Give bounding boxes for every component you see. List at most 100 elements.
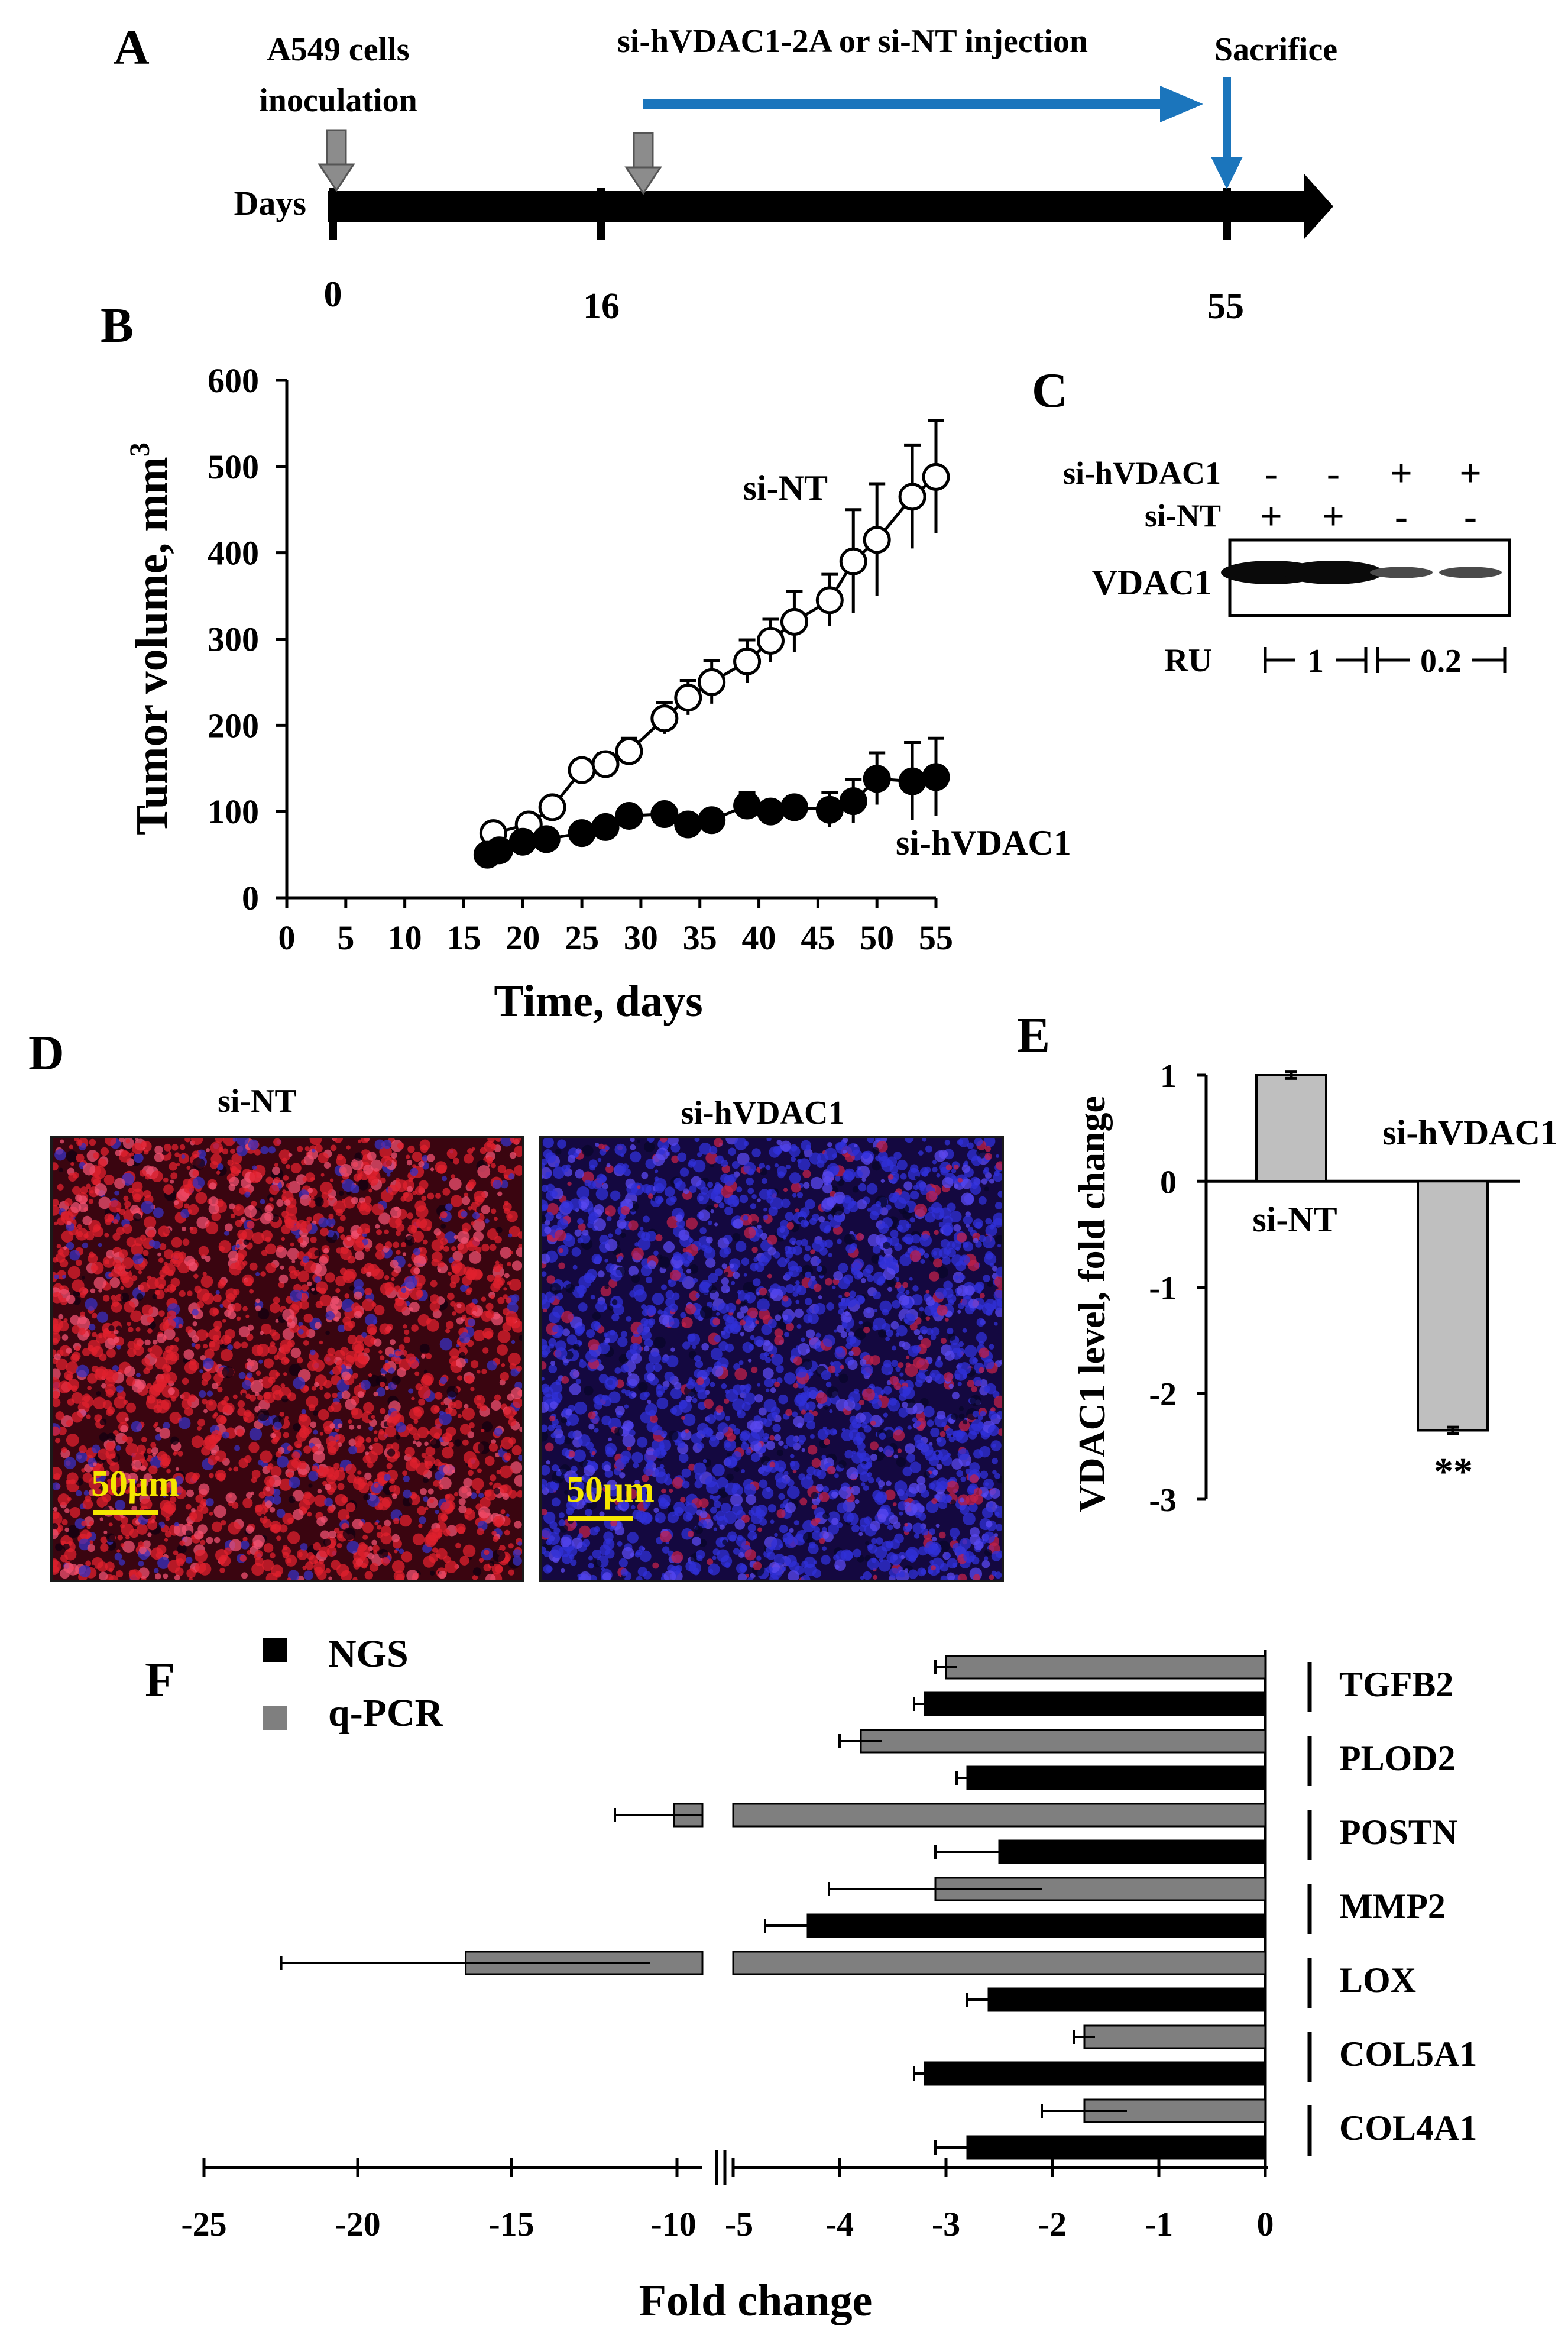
chart-b-point	[922, 763, 950, 791]
chart-f-bar-segment	[945, 1655, 1266, 1680]
chart-f-category-label: MMP2	[1339, 1887, 1446, 1926]
chart-f-bar-postn-qpcr	[614, 1803, 1266, 1828]
chart-e-significance: **	[1434, 1450, 1473, 1493]
chart-f-bar-segment	[806, 1913, 1266, 1938]
ru-bracket-group-1: 1	[1264, 642, 1368, 680]
chart-e-ytick-label: 1	[1160, 1058, 1177, 1095]
chart-e-category-si-hvdac1: si-hVDAC1	[1382, 1113, 1558, 1152]
chart-f-bar-col4a1-qpcr	[1041, 2098, 1266, 2123]
blot-lane-signs: -+-++-+-	[1260, 452, 1482, 538]
panel-letter-f: F	[145, 1652, 175, 1707]
chart-b-point	[538, 793, 566, 821]
chart-b-point	[839, 787, 867, 816]
micrograph-title-si-hvdac1: si-hVDAC1	[681, 1095, 845, 1131]
injection-label: si-hVDAC1-2A or si-NT injection	[617, 23, 1088, 60]
chart-f-bar-postn-ngs	[934, 1839, 1266, 1864]
chart-b-point	[674, 684, 702, 712]
legend-swatch-ngs	[263, 1638, 287, 1662]
chart-b-xlabel: Time, days	[494, 976, 702, 1026]
chart-b-series-si-nt	[479, 419, 950, 848]
chart-f-bar-col5a1-qpcr	[1073, 2024, 1266, 2049]
chart-b-point	[568, 756, 596, 784]
chart-f-xlabel: Fold change	[639, 2276, 873, 2325]
chart-b-series-label-si-nt: si-NT	[743, 468, 828, 507]
blot-ru-label: RU	[1164, 642, 1212, 679]
tick-day-16	[597, 188, 605, 240]
chart-b-point	[532, 825, 561, 853]
panel-a-timeline: A549 cells inoculation si-hVDAC1-2A or s…	[234, 23, 1338, 326]
chart-e-category-si-nt: si-NT	[1252, 1200, 1337, 1239]
blot-sign-si-hvdac1: -	[1265, 452, 1278, 495]
chart-b-ytick-label: 500	[208, 448, 259, 486]
scale-label-si-nt: 50μm	[91, 1464, 179, 1504]
chart-f-bar-tgfb2-ngs	[913, 1691, 1266, 1716]
tick-day-55	[1223, 188, 1231, 240]
chart-b-point	[698, 806, 726, 835]
chart-e-ytick-label: -1	[1149, 1270, 1177, 1307]
chart-f-xtick-label: -4	[825, 2205, 854, 2243]
chart-f-bar-lox-qpcr	[280, 1951, 1266, 1975]
chart-e-ylabel: VDAC1 level, fold change	[1071, 1096, 1113, 1512]
blot-row-label-si-hvdac1: si-hVDAC1	[1063, 455, 1221, 491]
chart-b-point	[863, 526, 891, 554]
chart-b-xtick-label: 15	[446, 918, 481, 957]
micrograph-texture	[53, 1138, 522, 1580]
legend-swatch-qpcr	[263, 1706, 287, 1730]
chart-b-point	[898, 767, 926, 795]
blot-band	[1283, 561, 1384, 584]
chart-f-category-label: COL5A1	[1339, 2035, 1477, 2074]
panel-e-bar-chart: 10-1-2-3 VDAC1 level, fold change si-NT …	[1071, 1058, 1558, 1519]
chart-b-point	[568, 819, 596, 848]
chart-b-ytick-label: 300	[208, 620, 259, 659]
chart-b-point	[733, 791, 762, 820]
chart-f-legend: NGS q-PCR	[263, 1632, 444, 1735]
chart-f-bar-mmp2-ngs	[764, 1913, 1266, 1938]
panel-letter-e: E	[1017, 1008, 1050, 1063]
chart-f-bar-segment	[732, 1803, 1266, 1828]
chart-b-xtick-label: 5	[337, 918, 354, 957]
blot-sign-si-hvdac1: +	[1459, 452, 1482, 495]
chart-b-point	[898, 483, 926, 511]
chart-f-xtick-label: -3	[932, 2205, 960, 2243]
chart-e-bar	[1255, 1074, 1327, 1183]
sacrifice-arrow-icon	[1211, 77, 1243, 189]
chart-b-xtick-label: 45	[801, 918, 835, 957]
chart-b-point	[839, 547, 867, 575]
tick-label-55: 55	[1207, 286, 1244, 326]
chart-e-ytick-label: 0	[1160, 1164, 1177, 1201]
chart-f-bar-segment	[924, 1691, 1266, 1716]
chart-f-bar-segment	[860, 1729, 1266, 1754]
chart-e-plot: 1 0 -1 -2 -3	[1149, 1058, 1520, 1519]
chart-f-xtick-label: -5	[725, 2205, 753, 2243]
chart-b-ytick-label: 400	[208, 534, 259, 572]
inoculation-label-line1: A549 cells	[267, 31, 409, 68]
chart-b-point	[591, 813, 620, 841]
days-axis-label: Days	[234, 184, 306, 222]
chart-f-bar-plod2-qpcr	[838, 1729, 1266, 1754]
timeline-bar	[328, 191, 1304, 222]
chart-b-ytick-label: 0	[242, 879, 259, 917]
tick-day-0	[329, 188, 337, 240]
blot-sign-si-hvdac1: +	[1390, 452, 1413, 495]
ru-value-2: 0.2	[1420, 643, 1462, 680]
chart-b-y-ticks: 0 100 200 300 400 500 600	[208, 361, 287, 917]
chart-b-ytick-label: 600	[208, 361, 259, 400]
panel-c-western-blot: si-hVDAC1 si-NT -+-++-+- VDAC1 RU 1 0.2	[1063, 452, 1511, 680]
chart-f-xtick-label: -1	[1145, 2205, 1173, 2243]
blot-band	[1439, 567, 1502, 578]
blot-row-label-si-nt: si-NT	[1145, 498, 1221, 533]
legend-label-ngs: NGS	[328, 1632, 409, 1676]
chart-b-point	[615, 737, 643, 765]
chart-b-point	[757, 626, 785, 655]
chart-f-bar-segment	[732, 1951, 1266, 1975]
sacrifice-label: Sacrifice	[1214, 31, 1337, 68]
chart-b-ylabel-sup: 3	[124, 442, 155, 457]
chart-f-category-label: TGFB2	[1339, 1665, 1453, 1704]
micrograph-si-hvdac1: 50μm	[539, 1136, 1004, 1582]
chart-b-x-ticks: 0 5 10 15 20 25 30 35 40 45 50 55	[278, 898, 953, 957]
panel-letter-d: D	[28, 1026, 64, 1081]
chart-b-point	[780, 607, 808, 636]
chart-b-xtick-label: 0	[278, 918, 296, 957]
chart-b-point	[815, 795, 844, 824]
chart-b-xtick-label: 35	[683, 918, 717, 957]
